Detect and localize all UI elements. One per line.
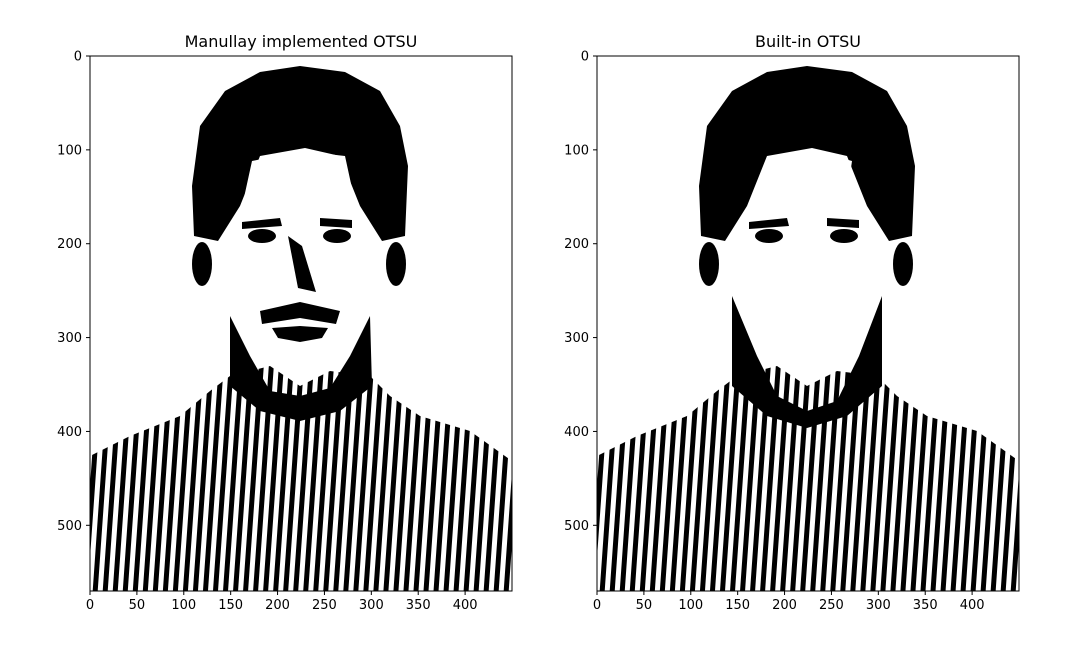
x-tick-label: 400 <box>453 598 478 613</box>
x-tick-label: 50 <box>636 598 653 613</box>
cheek-left <box>742 254 793 311</box>
shirt <box>90 366 512 591</box>
eyebrow-left <box>242 218 282 229</box>
subplot-title: Built-in OTSU <box>755 32 861 51</box>
shirt <box>597 366 1019 591</box>
x-tick-label: 0 <box>86 598 94 613</box>
eye-right <box>830 229 858 243</box>
thresholded-image <box>597 56 1019 591</box>
x-tick-label: 150 <box>725 598 750 613</box>
x-tick-label: 400 <box>960 598 985 613</box>
cheek-right <box>829 254 869 308</box>
subplot-manual: Manullay implemented OTSU <box>57 32 513 613</box>
neck-shadow <box>732 296 882 428</box>
subplot-title: Manullay implemented OTSU <box>185 32 418 51</box>
y-tick-label: 200 <box>57 237 82 252</box>
x-tick-label: 300 <box>359 598 384 613</box>
y-tick-label: 300 <box>564 331 589 346</box>
eyebrow-left <box>749 218 789 229</box>
x-ticks: 0 50 100 150 200 250 300 350 400 <box>593 591 985 613</box>
chin-highlight <box>793 342 823 362</box>
thresholded-image <box>90 56 512 591</box>
hair <box>699 66 915 241</box>
x-tick-label: 100 <box>678 598 703 613</box>
x-tick-label: 350 <box>406 598 431 613</box>
neck-shadow <box>230 316 372 421</box>
x-tick-label: 0 <box>593 598 601 613</box>
ear-right <box>893 242 913 286</box>
x-tick-label: 150 <box>218 598 243 613</box>
y-tick-label: 100 <box>57 143 82 158</box>
x-tick-label: 250 <box>819 598 844 613</box>
x-tick-label: 50 <box>129 598 146 613</box>
x-tick-label: 200 <box>265 598 290 613</box>
x-tick-label: 100 <box>171 598 196 613</box>
y-tick-label: 500 <box>564 519 589 534</box>
mouth <box>272 326 328 342</box>
eyebrow-right <box>320 218 352 228</box>
ear-right <box>386 242 406 286</box>
y-tick-label: 400 <box>57 425 82 440</box>
x-tick-label: 250 <box>312 598 337 613</box>
forehead <box>763 151 852 206</box>
eyebrow-right <box>827 218 859 228</box>
axes-frame <box>89 55 513 592</box>
y-ticks: 0 100 200 300 400 500 <box>57 50 90 534</box>
y-tick-label: 100 <box>564 143 589 158</box>
nose-shadow <box>288 236 316 292</box>
subplot-builtin: Built-in OTSU 0 50 100 150 200 250 300 350 400 0… <box>564 32 1020 613</box>
hair <box>192 66 408 241</box>
eye-left <box>755 229 783 243</box>
y-tick-label: 300 <box>57 331 82 346</box>
x-tick-label: 350 <box>913 598 938 613</box>
x-tick-label: 200 <box>772 598 797 613</box>
eye-left <box>248 229 276 243</box>
ear-left <box>192 242 212 286</box>
y-tick-label: 200 <box>564 237 589 252</box>
y-ticks: 0 100 200 300 400 500 <box>564 50 597 534</box>
y-tick-label: 0 <box>74 50 82 65</box>
ear-left <box>699 242 719 286</box>
y-tick-label: 400 <box>564 425 589 440</box>
x-ticks: 0 50 100 150 200 250 300 350 400 <box>86 591 478 613</box>
eye-right <box>323 229 351 243</box>
y-tick-label: 500 <box>57 519 82 534</box>
mustache <box>260 302 340 324</box>
x-tick-label: 300 <box>866 598 891 613</box>
y-tick-label: 0 <box>581 50 589 65</box>
axes-frame <box>596 55 1020 592</box>
